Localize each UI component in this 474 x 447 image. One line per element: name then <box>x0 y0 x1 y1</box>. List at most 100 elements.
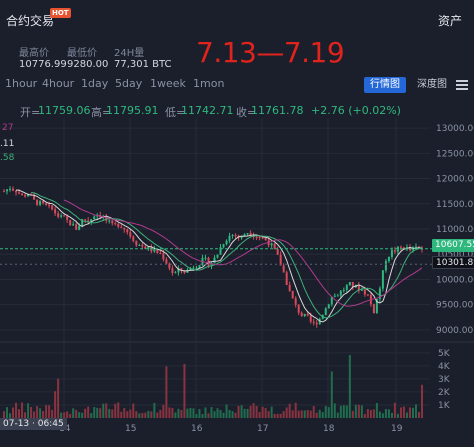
candle-body <box>162 253 165 260</box>
y-tick-label: 11500.00 <box>436 200 474 210</box>
volume-bar <box>198 409 201 418</box>
candle-body <box>381 270 384 289</box>
candle-body <box>351 282 354 288</box>
candle-body <box>9 188 12 190</box>
tab-4hour[interactable]: 4hour <box>42 77 75 90</box>
volume-bar <box>276 413 279 418</box>
candle-body <box>159 252 162 254</box>
candle-body <box>213 257 216 264</box>
volume-bar <box>60 412 63 418</box>
y-tick-label: 9500.00 <box>436 301 473 311</box>
tab-5day[interactable]: 5day <box>115 77 143 90</box>
hot-badge: HOT <box>50 8 71 18</box>
volume-bar <box>141 412 144 418</box>
vol-tick-label: 4K <box>438 362 451 372</box>
volume-bar <box>291 410 294 418</box>
candle-body <box>333 295 336 297</box>
vol-tick-label: 2K <box>438 388 451 398</box>
candle-body <box>297 304 300 313</box>
candle-body <box>336 295 339 297</box>
volume-bar <box>315 412 318 418</box>
volume-bar <box>204 407 207 418</box>
page-title[interactable]: 合约交易 <box>6 14 55 28</box>
volume-bar <box>417 412 420 418</box>
volume-bar <box>234 412 237 418</box>
volume-bar <box>354 404 357 418</box>
candle-body <box>372 304 375 314</box>
volume-bar <box>372 409 375 418</box>
level-price-tag: 10301.89 <box>432 256 474 269</box>
week-range-label: 7.13—7.19 <box>196 36 345 69</box>
tab-1mon[interactable]: 1mon <box>193 77 225 90</box>
volume-bar <box>351 410 354 418</box>
stat-volume: 24H量 77,301 BTC <box>114 44 172 70</box>
candle-body <box>294 298 297 305</box>
volume-bar <box>138 413 141 418</box>
volume-bar <box>51 409 54 418</box>
candle-body <box>147 246 150 250</box>
depth-view-button[interactable]: 深度图 <box>417 79 447 90</box>
volume-bar <box>57 378 60 418</box>
assets-link[interactable]: 资产 <box>437 14 462 28</box>
candle-body <box>177 268 180 273</box>
volume-bar <box>300 410 303 418</box>
volume-bar <box>273 413 276 418</box>
volume-bar <box>159 409 162 418</box>
candle-body <box>315 322 318 325</box>
volume-bar <box>66 411 69 418</box>
volume-bar <box>186 408 189 418</box>
volume-bar <box>132 403 135 418</box>
volume-bar <box>72 408 75 418</box>
candle-body <box>180 268 183 271</box>
candle-body <box>240 236 243 239</box>
candle-body <box>273 243 276 250</box>
menu-icon[interactable] <box>456 80 468 90</box>
volume-bar <box>102 403 105 418</box>
tab-1day[interactable]: 1day <box>81 77 109 90</box>
volume-bar <box>306 410 309 418</box>
ma-fast-line <box>15 189 423 323</box>
candle-body <box>165 259 168 264</box>
candle-body <box>324 308 327 316</box>
volume-bar <box>15 402 18 418</box>
volume-bar <box>294 402 297 418</box>
volume-bar <box>39 408 42 418</box>
candle-body <box>375 299 378 314</box>
tab-1week[interactable]: 1week <box>150 77 186 90</box>
candle-body <box>279 254 282 266</box>
left-edge-value: .11 <box>0 139 15 149</box>
candle-body <box>6 189 9 192</box>
volume-bar <box>297 410 300 418</box>
volume-bar <box>192 408 195 418</box>
volume-bar <box>36 406 39 418</box>
candle-body <box>291 290 294 299</box>
volume-bar <box>381 413 384 418</box>
volume-bar <box>402 406 405 418</box>
current-price-tag: 10607.55 <box>432 239 474 252</box>
volume-bar <box>261 406 264 418</box>
volume-bar <box>309 410 312 418</box>
volume-bar <box>411 407 414 418</box>
candle-body <box>3 191 5 193</box>
candle-body <box>228 235 231 241</box>
candle-body <box>36 199 39 205</box>
candle-body <box>48 204 51 206</box>
candle-body <box>417 246 420 248</box>
candle-body <box>192 267 195 269</box>
candle-body <box>249 233 252 236</box>
volume-bar <box>153 402 156 418</box>
candle-body <box>153 249 156 252</box>
vol-tick-label: 1K <box>438 401 451 411</box>
candle-body <box>120 226 123 228</box>
tab-1hour[interactable]: 1hour <box>5 77 38 90</box>
candle-body <box>357 284 360 291</box>
ma-slow-line <box>63 199 423 307</box>
timeframe-tabs: 1hour 4hour 1day 5day 1week 1mon <box>0 77 474 94</box>
volume-bar <box>129 409 132 418</box>
volume-bar <box>21 402 24 418</box>
chart-view-button[interactable]: 行情图 <box>364 77 406 93</box>
candle-body <box>114 223 117 225</box>
stat-label: 最低价 <box>67 48 97 59</box>
left-edge-value: 27 <box>2 123 14 133</box>
